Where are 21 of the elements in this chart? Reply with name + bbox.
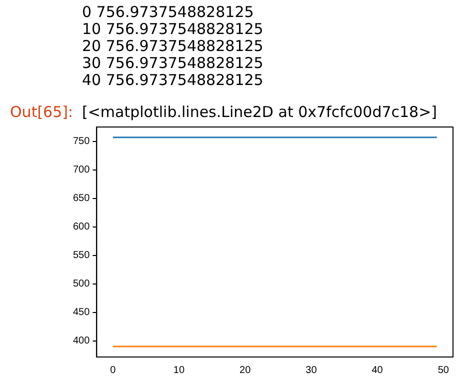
text: Out[65]:	[10, 103, 74, 121]
y-tick-label: 600	[72, 222, 90, 233]
x-tick-label: 20	[240, 364, 252, 376]
text: 20 756.9737548828125	[82, 37, 264, 55]
x-tick-label: 10	[173, 364, 185, 376]
y-tick-label: 450	[72, 307, 90, 318]
x-tick-label: 30	[306, 364, 318, 376]
text: 10 756.9737548828125	[82, 20, 264, 38]
y-tick-label: 750	[72, 136, 90, 148]
text: 30 756.9737548828125	[82, 54, 264, 72]
x-tick-label: 40	[372, 364, 384, 376]
y-tick-label: 400	[72, 336, 90, 347]
text: 40 756.9737548828125	[82, 71, 264, 89]
y-tick-label: 700	[72, 164, 90, 176]
x-tick-label: 0	[110, 364, 116, 376]
y-tick-label: 550	[72, 250, 90, 262]
text: 0 756.9737548828125	[82, 3, 255, 21]
y-tick-label: 650	[72, 193, 90, 204]
y-tick-label: 500	[72, 278, 90, 290]
x-tick-label: 50	[438, 364, 450, 376]
text: [<matplotlib.lines.Line2D at 0x7fcfc00d7c18>]	[82, 103, 438, 121]
